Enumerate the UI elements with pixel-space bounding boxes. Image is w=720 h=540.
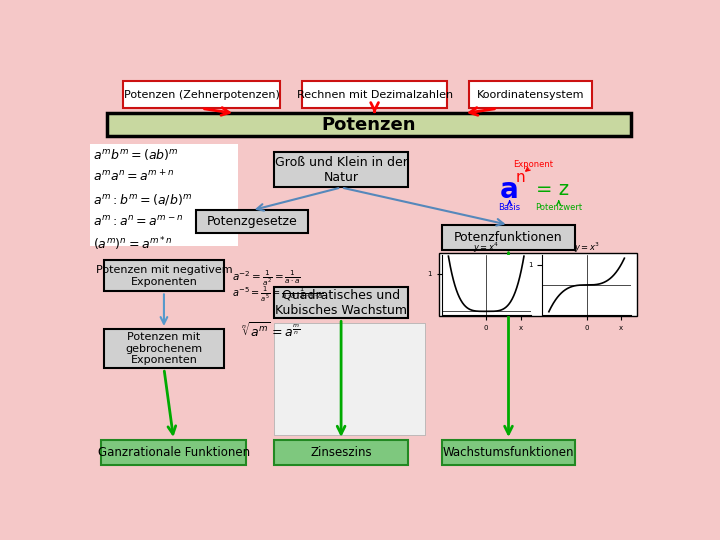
Text: Potenzen mit
gebrochenem
Exponenten: Potenzen mit gebrochenem Exponenten — [125, 332, 202, 365]
Bar — [101, 440, 246, 465]
Text: a: a — [500, 176, 519, 204]
Text: $a^m b^m = (ab)^m$: $a^m b^m = (ab)^m$ — [93, 147, 179, 161]
Text: Ganzrationale Funktionen: Ganzrationale Funktionen — [98, 446, 250, 459]
Text: Exponent: Exponent — [513, 160, 554, 169]
Bar — [107, 113, 631, 136]
Bar — [274, 322, 425, 435]
Text: = z: = z — [536, 180, 570, 199]
Text: Potenzen (Zehnerpotenzen): Potenzen (Zehnerpotenzen) — [124, 90, 279, 100]
Text: Rechnen mit Dezimalzahlen: Rechnen mit Dezimalzahlen — [297, 90, 453, 100]
Text: Basis: Basis — [498, 202, 521, 212]
Text: $(a^m)^n = a^{m*n}$: $(a^m)^n = a^{m*n}$ — [93, 235, 173, 253]
Text: $a^{-2} = \frac{1}{a^2} = \frac{1}{a \cdot a}$: $a^{-2} = \frac{1}{a^2} = \frac{1}{a \cd… — [233, 268, 301, 288]
Text: Potenzgesetze: Potenzgesetze — [207, 215, 297, 228]
Bar — [274, 440, 408, 465]
Text: Quadratisches und
Kubisches Wachstum: Quadratisches und Kubisches Wachstum — [275, 289, 407, 317]
Bar — [274, 287, 408, 319]
Bar — [274, 152, 408, 187]
Text: Groß und Klein in der
Natur: Groß und Klein in der Natur — [274, 156, 408, 184]
Text: Wachstumsfunktionen: Wachstumsfunktionen — [443, 446, 575, 459]
Text: $a^{-5} = \frac{1}{a^5} = \frac{1}{a \cdot a \cdot a \cdot a \cdot a}$: $a^{-5} = \frac{1}{a^5} = \frac{1}{a \cd… — [233, 285, 324, 305]
Bar — [441, 440, 575, 465]
Bar — [90, 144, 238, 246]
Text: Potenzwert: Potenzwert — [535, 202, 582, 212]
Bar — [438, 253, 637, 316]
Text: $a^m : b^m = (a/b)^m$: $a^m : b^m = (a/b)^m$ — [93, 192, 192, 207]
Bar — [302, 82, 447, 109]
Text: Potenzen mit negativem
Exponenten: Potenzen mit negativem Exponenten — [96, 265, 233, 287]
Bar — [104, 329, 224, 368]
Bar — [469, 82, 593, 109]
Text: Potenzen: Potenzen — [322, 116, 416, 134]
Text: Koordinatensystem: Koordinatensystem — [477, 90, 585, 100]
Bar — [274, 190, 425, 285]
Text: Zinseszins: Zinseszins — [310, 446, 372, 459]
Text: $a^m a^n = a^{m+n}$: $a^m a^n = a^{m+n}$ — [93, 169, 174, 184]
Text: n: n — [516, 170, 526, 185]
Text: Potenzfunktionen: Potenzfunktionen — [454, 231, 563, 244]
Bar — [104, 260, 224, 292]
Bar — [441, 225, 575, 250]
Bar — [124, 82, 280, 109]
Bar — [196, 210, 307, 233]
Text: $\sqrt[n]{a^m} = a^{\frac{m}{n}}$: $\sqrt[n]{a^m} = a^{\frac{m}{n}}$ — [240, 321, 300, 340]
Text: $a^m : a^n = a^{m-n}$: $a^m : a^n = a^{m-n}$ — [93, 214, 183, 228]
